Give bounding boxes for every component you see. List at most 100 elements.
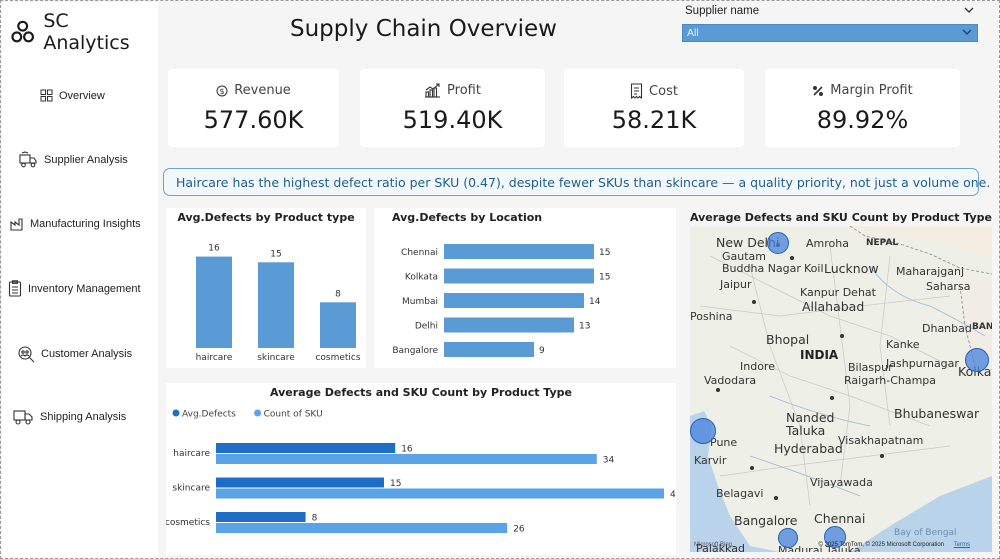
slicer-value: All [687,27,699,39]
chart-title: Avg.Defects by Product type [177,211,355,224]
kpi-value: 577.60K [203,106,304,134]
sidebar: SC Analytics Overview Supplier Analysis … [2,2,158,557]
main-canvas: Supply Chain Overview Supplier name All … [160,2,998,557]
chart-card-defects-by-location: Avg.Defects by Location 15 Chennai 15 Kolka… [374,208,676,368]
map-label: Bhopal [766,332,810,347]
map-provider-logo: Microsoft Bing [694,542,733,548]
clipboard-icon [8,280,22,297]
chevron-down-icon[interactable] [964,6,974,14]
bar [216,523,508,533]
chart-card-defects-and-sku: Average Defects and SKU Count by Product… [166,383,676,555]
grid-icon [40,89,53,102]
category-label: Bangalore [392,346,438,356]
truck-icon [19,151,37,168]
category-label: Chennai [401,248,438,258]
sidebar-item-supplier-analysis[interactable]: Supplier Analysis [18,150,128,170]
data-label: 14 [589,297,601,307]
bar [444,342,534,357]
sidebar-item-customer-analysis[interactable]: Customer Analysis [17,345,132,363]
map-bubble-kolkata[interactable] [965,348,989,372]
sidebar-item-shipping-analysis[interactable]: Shipping Analysis [12,408,126,426]
map-terms-link[interactable]: Terms [953,542,970,548]
app-logo: SC Analytics [10,10,158,54]
bar [258,262,294,348]
data-label: 16 [208,244,220,254]
chevron-down-icon [962,29,972,35]
map-label: Gautam [722,250,767,263]
data-label: 34 [603,456,615,466]
bar [444,317,574,333]
map-label: INDIA [800,348,839,362]
map-background [690,226,992,552]
map-bubble-chennai[interactable] [824,526,846,548]
map-label: Jaipur [720,278,752,291]
category-label: Mumbai [402,297,438,307]
map-label: Dhanbad [922,322,972,335]
magnifier-people-icon [18,346,35,363]
data-label: 15 [599,273,610,283]
map-bubble-mumbai[interactable] [690,418,716,444]
map-label: Kanke [886,338,920,351]
bar [444,244,594,259]
data-label: 15 [390,479,401,489]
legend-label: Avg.Defects [182,410,236,420]
bar-chart-defects-by-location: 15 Chennai 15 Kolkata 14 Mumbai 13 Delhi 9 Bangal… [392,244,610,357]
bar [320,302,356,348]
map-attribution: © 2025 TomTom, © 2025 Microsoft Corporat… [818,542,944,548]
data-label: 15 [270,249,281,259]
sidebar-item-label: Manufacturing Insights [30,218,141,230]
city-dot [790,256,794,260]
bar [196,256,232,348]
sidebar-item-overview[interactable]: Overview [40,89,105,102]
map-label: Bhubaneswar [894,406,980,421]
legend-label: Count of SKU [264,410,323,420]
kpi-card-profit: Profit 519.40K [360,69,545,147]
map-bubble-delhi[interactable] [767,232,789,254]
map-visual[interactable]: New Delhi Amroha NEPAL Gautam Buddha Nag… [690,226,992,552]
map-label: Allahabad [802,299,865,314]
profit-chart-icon [425,83,441,98]
kpi-card-revenue: $ Revenue 577.60K [168,69,339,147]
data-label: 26 [513,525,525,535]
supplier-select[interactable]: All [682,24,978,42]
bar [444,268,594,284]
map-label: Vadodara [704,374,757,387]
map-label: Bay of Bengal [894,528,957,538]
data-label: 13 [579,322,590,332]
insight-banner: Haircare has the highest defect ratio pe… [163,168,990,196]
factory-icon [10,218,23,231]
sidebar-item-inventory-management[interactable]: Inventory Management [8,280,141,297]
map-label: New Delhi [716,235,780,250]
category-label: skincare [257,353,295,363]
map-label: NEPAL [866,238,899,248]
sidebar-item-manufacturing-insights[interactable]: Manufacturing Insights [10,217,141,231]
kpi-label: Revenue [234,83,291,98]
sidebar-item-label: Overview [59,89,105,102]
map-label: Maharajganj [896,265,965,278]
kpi-label: Margin Profit [830,83,913,98]
bar [216,454,597,464]
map-label: Raigarh-Champa [844,374,937,387]
category-label: cosmetics [315,353,360,363]
bar [216,443,396,453]
city-dot [774,496,778,500]
map-label: Vijayawada [810,476,873,489]
page-title: Supply Chain Overview [290,16,557,42]
legend-marker [254,409,262,417]
kpi-label: Cost [649,83,678,99]
map-label: Hyderabad [774,441,843,456]
bar [216,512,306,522]
shipping-truck-icon [13,410,33,425]
map-label: Karvir [694,454,727,467]
sidebar-item-label: Supplier Analysis [44,154,128,166]
supplier-slicer[interactable]: Supplier name All [682,2,980,54]
map-label: Taluka [786,423,826,438]
map-label: Nanded [786,410,835,425]
slicer-label: Supplier name [685,5,760,17]
map-bubble-bangalore[interactable] [778,528,798,548]
app-title: SC Analytics [43,10,130,54]
map-label: Poshina [690,310,733,323]
legend-marker [172,409,180,417]
category-label: haircare [196,353,233,363]
map-title: Average Defects and SKU Count by Product… [689,211,993,224]
